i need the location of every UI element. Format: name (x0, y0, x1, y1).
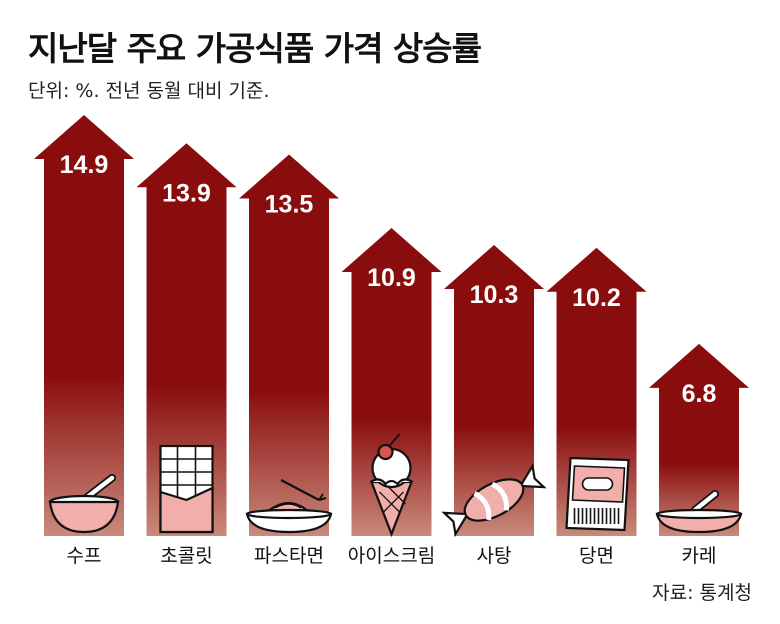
category-label: 당면 (579, 545, 614, 567)
value-label: 14.9 (60, 151, 109, 179)
chart-subtitle: 단위: %. 전년 동월 대비 기준. (28, 80, 270, 102)
bar-1 (34, 115, 134, 536)
category-label: 사탕 (477, 545, 512, 567)
value-label: 10.2 (572, 284, 621, 312)
category-label: 아이스크림 (348, 545, 435, 567)
bar-5 (444, 244, 544, 537)
bar-2 (136, 143, 237, 536)
value-label: 13.5 (265, 191, 314, 219)
curry-plate-icon (655, 490, 743, 534)
category-label: 파스타면 (254, 545, 324, 567)
glass-noodle-pack-icon (565, 456, 630, 532)
ice-cream-cone-icon (369, 433, 414, 538)
candy-icon (441, 462, 547, 538)
category-label: 카레 (682, 545, 717, 567)
bar-3 (239, 154, 339, 536)
value-label: 13.9 (162, 179, 211, 207)
category-label: 초콜릿 (160, 545, 212, 567)
chocolate-bar-icon (159, 444, 214, 534)
value-label: 10.9 (367, 264, 416, 292)
pasta-plate-icon (245, 478, 333, 534)
value-label: 10.3 (470, 281, 519, 309)
bar-7 (649, 343, 749, 536)
bar-4 (341, 228, 442, 536)
category-label: 수프 (67, 545, 102, 567)
value-label: 6.8 (682, 380, 717, 408)
source-note: 자료: 통계청 (652, 582, 752, 604)
bowl-icon (48, 474, 120, 534)
bars-group: 14.9 수프 13.9 초콜릿 13.5 파스타면 10.9 아이스크림 10.3 사탕 10.2… (34, 115, 749, 567)
chart-title: 지난달 주요 가공식품 가격 상승률 (28, 29, 482, 68)
